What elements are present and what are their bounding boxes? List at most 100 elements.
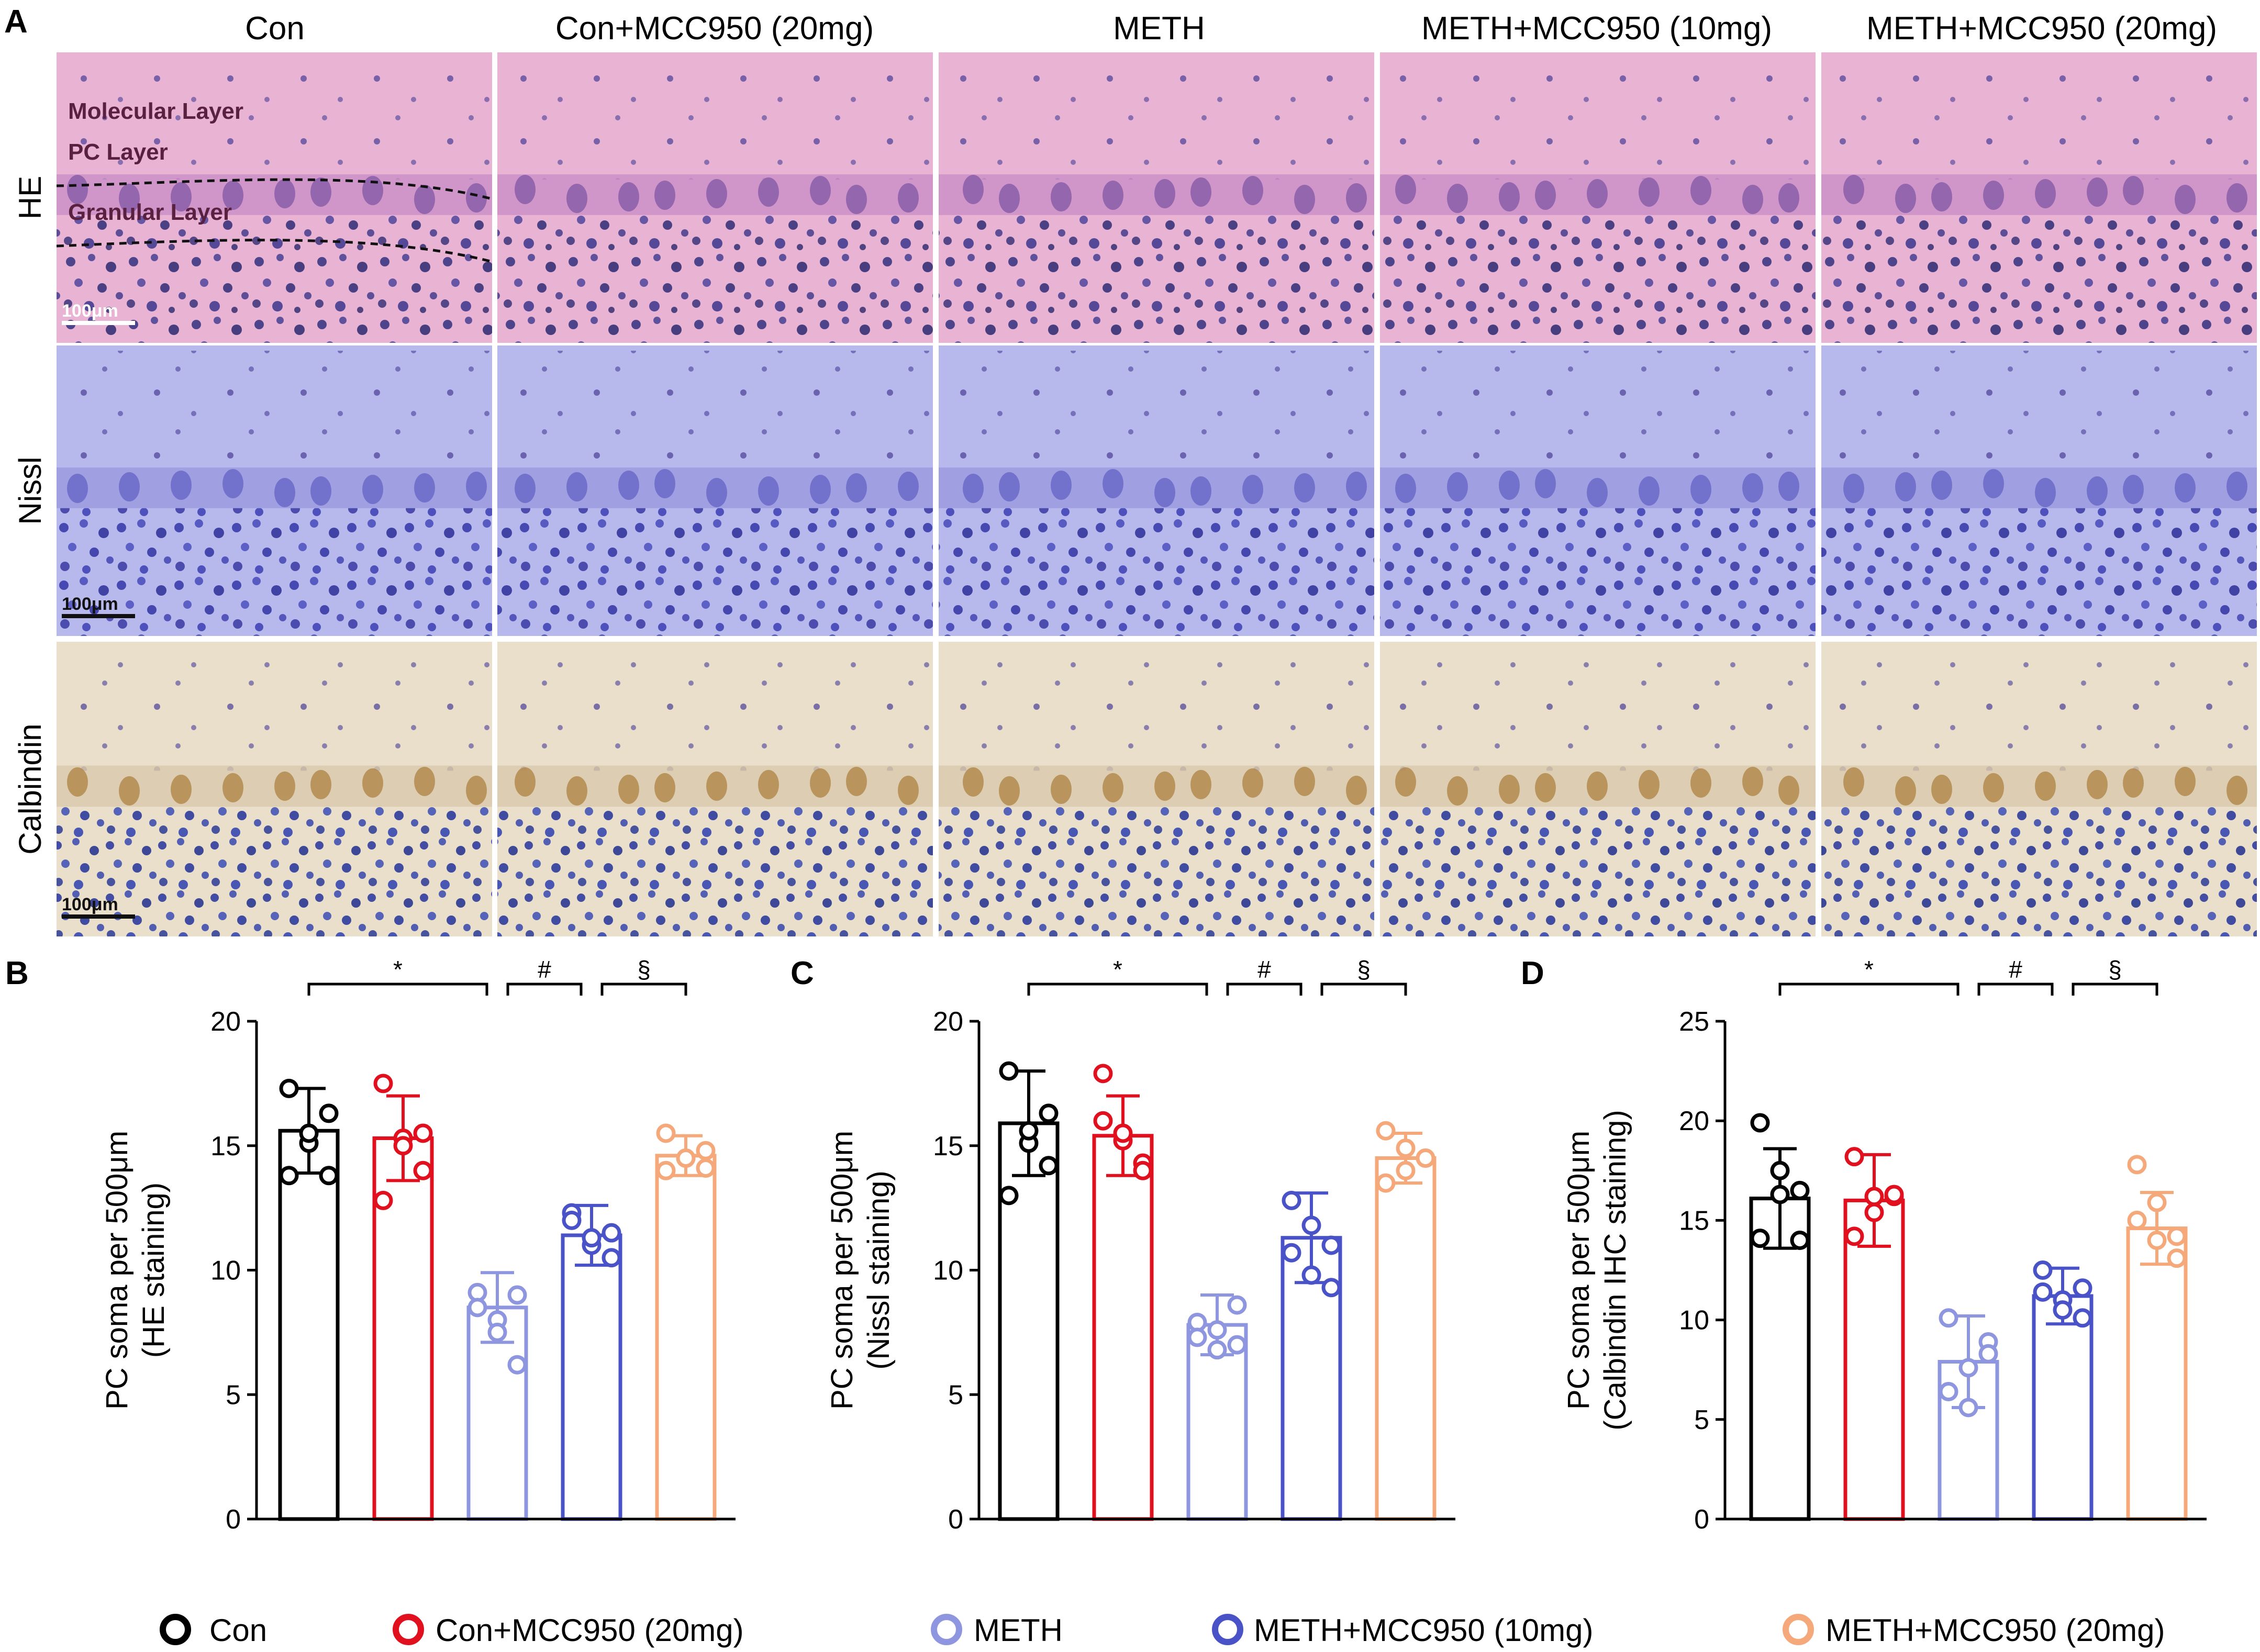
data-point-0-4: [1019, 1121, 1039, 1141]
y-tick-label: 20: [933, 1007, 963, 1037]
data-point-3-5: [2073, 1278, 2092, 1298]
y-tick-label: 0: [1694, 1504, 1709, 1535]
layer-label-2: Granular Layer: [68, 199, 232, 225]
data-point-4-3: [2127, 1210, 2147, 1230]
data-point-3-0: [2033, 1260, 2053, 1280]
data-point-3-4: [2053, 1300, 2073, 1320]
significance-bracket-2: [2072, 983, 2158, 996]
bar-1: [1092, 1134, 1154, 1521]
panel-a: A Con Con+MCC950 (20mg) METH METH+MCC950 (10…: [4, 4, 2257, 936]
data-point-1-0: [1844, 1147, 1864, 1167]
data-point-3-4: [582, 1228, 602, 1248]
data-point-2-4: [1207, 1320, 1227, 1340]
data-point-2-1: [1958, 1358, 1978, 1378]
data-point-0-2: [319, 1103, 339, 1123]
y-tick-label: 5: [226, 1380, 241, 1410]
data-point-0-0: [999, 1186, 1019, 1205]
data-point-1-2: [413, 1160, 433, 1180]
data-point-2-2: [507, 1355, 527, 1375]
micrograph-nissl-0: [57, 345, 492, 636]
scale-bar-label-2: 100μm: [62, 895, 118, 914]
data-point-3-3: [2033, 1282, 2053, 1302]
legend-marker-4: [1783, 1614, 1814, 1645]
row-label-he: HE: [13, 176, 48, 219]
chart-c: C 0 5 10 15 20 PC soma per 500μm (Nissl stainin…: [791, 955, 1455, 1535]
significance-bracket-1: [1977, 983, 2054, 996]
significance-mark-1: #: [538, 956, 551, 983]
data-point-3-1: [1301, 1265, 1321, 1285]
data-point-4-5: [696, 1158, 716, 1178]
data-point-1-5: [413, 1123, 433, 1143]
data-point-0-3: [279, 1078, 299, 1098]
legend-marker-0: [160, 1614, 191, 1645]
legend-marker-1: [393, 1614, 424, 1645]
significance-mark-0: *: [393, 956, 403, 983]
significance-mark-0: *: [1113, 956, 1122, 983]
y-tick-label: 10: [210, 1256, 241, 1286]
significance-bracket-1: [506, 983, 583, 996]
data-point-4-1: [1396, 1160, 1416, 1180]
data-point-2-1: [1207, 1340, 1227, 1360]
legend-label-1: Con+MCC950 (20mg): [436, 1613, 744, 1648]
layer-label-1: PC Layer: [68, 139, 168, 165]
data-point-4-5: [1416, 1148, 1435, 1168]
significance-bracket-0: [1778, 983, 1960, 996]
data-point-4-0: [1376, 1121, 1396, 1141]
y-tick-label: 15: [933, 1131, 963, 1162]
column-label-0: Con: [245, 10, 305, 47]
micrograph-nissl-4: [1821, 345, 2257, 636]
legend-label-0: Con: [209, 1613, 267, 1648]
bar-0: [278, 1129, 340, 1521]
micrograph-he-2: [939, 52, 1374, 343]
legend-label-4: METH+MCC950 (20mg): [1825, 1613, 2165, 1648]
bar-4: [2126, 1226, 2188, 1521]
legend-marker-3: [1212, 1614, 1243, 1645]
column-label-3: METH+MCC950 (10mg): [1421, 10, 1772, 47]
y-axis-label: PC soma per 500μm: [825, 1131, 859, 1410]
column-label-2: METH: [1113, 10, 1205, 47]
data-point-1-4: [1113, 1123, 1133, 1143]
data-point-1-0: [373, 1074, 393, 1093]
data-point-0-2: [1039, 1103, 1059, 1123]
legend-label-2: METH: [974, 1613, 1063, 1648]
y-tick-label: 25: [1679, 1007, 1709, 1037]
y-tick-label: 5: [948, 1380, 963, 1410]
significance-mark-2: §: [637, 956, 651, 983]
y-tick-label: 20: [1679, 1106, 1709, 1136]
data-point-2-3: [1187, 1327, 1207, 1347]
bar-4: [655, 1154, 717, 1521]
data-point-4-3: [656, 1160, 676, 1180]
y-tick-label: 15: [210, 1131, 241, 1162]
data-point-2-5: [1978, 1344, 1998, 1364]
scale-bar-label-1: 100μm: [62, 594, 118, 614]
y-axis-label: PC soma per 500μm: [100, 1131, 134, 1410]
data-point-0-5: [1790, 1180, 1810, 1200]
data-point-2-5: [1227, 1335, 1247, 1355]
data-point-2-0: [1939, 1308, 1958, 1328]
data-point-1-3: [1093, 1111, 1113, 1131]
row-label-nissl: Nissl: [13, 457, 48, 525]
micrograph-calbindin-1: [497, 642, 933, 936]
data-point-3-2: [2073, 1308, 2092, 1328]
data-point-4-3: [1376, 1173, 1396, 1193]
micrograph-nissl-2: [939, 345, 1374, 636]
micrograph-nissl-1: [497, 345, 933, 636]
data-point-4-2: [2167, 1248, 2187, 1268]
data-point-3-5: [602, 1223, 621, 1243]
micrograph-nissl-3: [1380, 345, 1816, 636]
data-point-2-2: [1227, 1295, 1247, 1315]
micrograph-calbindin-4: [1821, 642, 2257, 936]
significance-bracket-1: [1226, 983, 1302, 996]
y-tick-label: 10: [1679, 1305, 1709, 1336]
significance-bracket-0: [307, 983, 488, 996]
data-point-3-2: [602, 1248, 621, 1268]
micrograph-he-0: [57, 52, 492, 343]
data-point-0-0: [279, 1166, 299, 1186]
data-point-0-3: [1750, 1229, 1770, 1248]
data-point-3-0: [1282, 1190, 1301, 1210]
significance-mark-0: *: [1864, 956, 1874, 983]
chart-b: B 0 5 10 15 20 PC soma per 500μm (HE staining) *…: [5, 955, 736, 1535]
data-point-1-4: [393, 1136, 413, 1156]
y-axis-label-sub: (Calbindin IHC staining): [1598, 1110, 1632, 1430]
data-point-1-3: [373, 1190, 393, 1210]
